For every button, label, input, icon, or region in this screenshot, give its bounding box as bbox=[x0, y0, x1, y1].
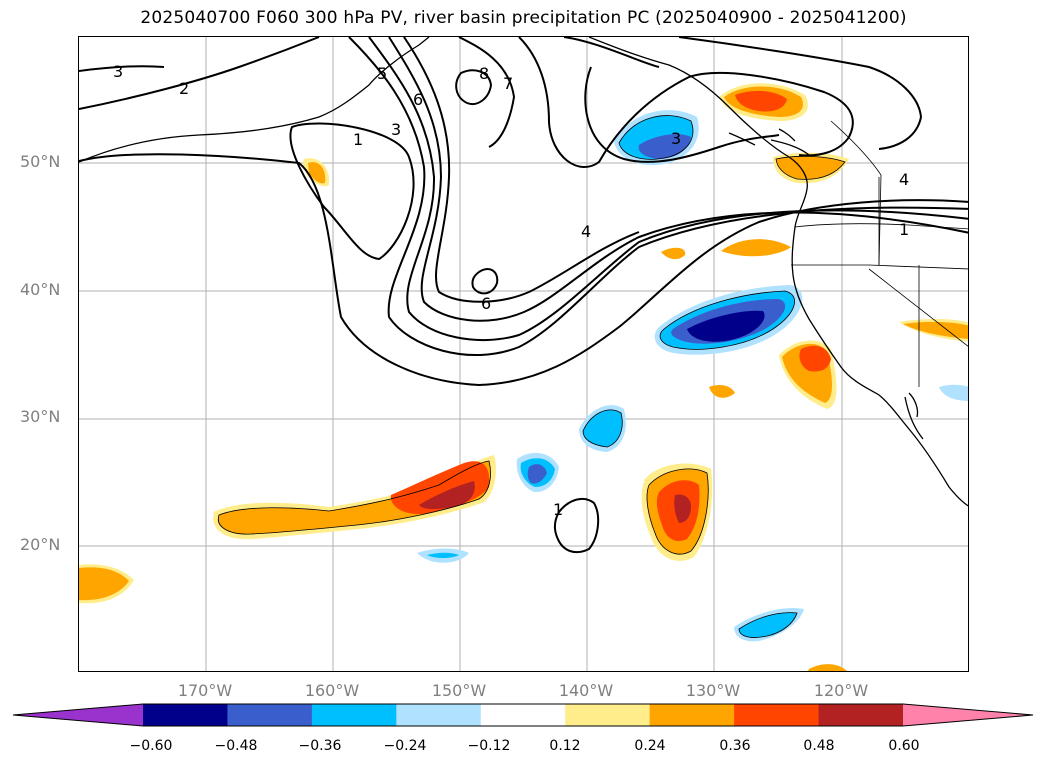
contour-label: 6 bbox=[481, 294, 491, 313]
contour-loop-npac bbox=[584, 66, 780, 163]
contour-label: 8 bbox=[479, 64, 489, 83]
lon-label: 170°W bbox=[177, 681, 233, 700]
contour-5 bbox=[388, 37, 968, 322]
colorbar-tick: 0.60 bbox=[888, 738, 920, 754]
political-borders bbox=[791, 120, 968, 387]
contour-label: 4 bbox=[581, 222, 591, 241]
colorbar-segment bbox=[480, 704, 566, 726]
contour-outer-ne bbox=[678, 37, 923, 150]
colorbar-segment bbox=[565, 704, 651, 726]
lon-label: 130°W bbox=[685, 681, 741, 700]
colorbar-tick: −0.12 bbox=[467, 738, 511, 754]
lon-label: 160°W bbox=[304, 681, 360, 700]
contour-6b bbox=[471, 268, 499, 295]
colorbar-tick: −0.36 bbox=[298, 738, 342, 754]
contour-label: 1 bbox=[899, 220, 909, 239]
colorbar bbox=[12, 703, 1034, 727]
contour-label: 1 bbox=[553, 500, 563, 519]
colorbar-segments bbox=[13, 704, 1033, 726]
contour-label: 4 bbox=[899, 170, 909, 189]
colorbar-tick: −0.60 bbox=[129, 738, 173, 754]
contour-label: 5 bbox=[377, 64, 387, 83]
contour-label: 3 bbox=[671, 129, 681, 148]
colorbar-tick: −0.24 bbox=[383, 738, 427, 754]
lon-label: 150°W bbox=[431, 681, 487, 700]
contour-labels: 3 2 5 6 8 7 1 3 3 4 4 1 6 1 bbox=[113, 62, 909, 519]
colorbar-extend-high bbox=[903, 704, 1033, 726]
colorbar-segment bbox=[227, 704, 313, 726]
lat-label: 50°N bbox=[20, 152, 61, 171]
contour-label: 2 bbox=[179, 79, 189, 98]
contour-label: 7 bbox=[503, 74, 513, 93]
colorbar-extend-low bbox=[13, 704, 143, 726]
colorbar-tick: 0.48 bbox=[803, 738, 835, 754]
contour-outer-right bbox=[518, 37, 854, 168]
contour-3-mid bbox=[368, 37, 968, 341]
lon-label: 140°W bbox=[558, 681, 614, 700]
contour-label: 3 bbox=[391, 120, 401, 139]
lon-label: 120°W bbox=[813, 681, 869, 700]
map-title: 2025040700 F060 300 hPa PV, river basin … bbox=[140, 8, 907, 28]
contour-2 bbox=[79, 37, 320, 110]
colorbar-segment bbox=[818, 704, 904, 726]
colorbar-outline bbox=[12, 703, 1034, 727]
contour-7 bbox=[458, 37, 516, 148]
contour-label: 6 bbox=[413, 90, 423, 109]
contour-label: 3 bbox=[113, 62, 123, 81]
lat-label: 20°N bbox=[20, 535, 61, 554]
contour-1-outer bbox=[79, 153, 968, 387]
contour-ring-north bbox=[563, 37, 660, 68]
colorbar-segment bbox=[311, 704, 397, 726]
contour-1-inner bbox=[289, 122, 415, 261]
pv-contours bbox=[79, 37, 968, 554]
contour-1-small bbox=[553, 497, 600, 554]
lat-label: 30°N bbox=[20, 407, 61, 426]
colorbar-segment bbox=[734, 704, 820, 726]
coastlines bbox=[79, 37, 968, 507]
shading-outlines bbox=[217, 115, 846, 638]
contour-label: 1 bbox=[353, 130, 363, 149]
graticule bbox=[79, 37, 968, 671]
colorbar-tick: 0.24 bbox=[634, 738, 666, 754]
contour-2-mid bbox=[348, 37, 968, 356]
contour-6 bbox=[403, 37, 640, 303]
colorbar-segment bbox=[649, 704, 735, 726]
colorbar-tick: 0.12 bbox=[549, 738, 581, 754]
colorbar-segment bbox=[143, 704, 228, 726]
colorbar-segment bbox=[396, 704, 482, 726]
lat-label: 40°N bbox=[20, 280, 61, 299]
precip-shading bbox=[79, 83, 968, 671]
contour-8 bbox=[455, 69, 493, 105]
map-canvas: 3 2 5 6 8 7 1 3 3 4 4 1 6 1 bbox=[79, 37, 968, 671]
colorbar-tick: −0.48 bbox=[214, 738, 258, 754]
colorbar-tick: 0.36 bbox=[719, 738, 751, 754]
map-panel: 3 2 5 6 8 7 1 3 3 4 4 1 6 1 bbox=[78, 36, 969, 672]
contour-3 bbox=[79, 65, 165, 72]
